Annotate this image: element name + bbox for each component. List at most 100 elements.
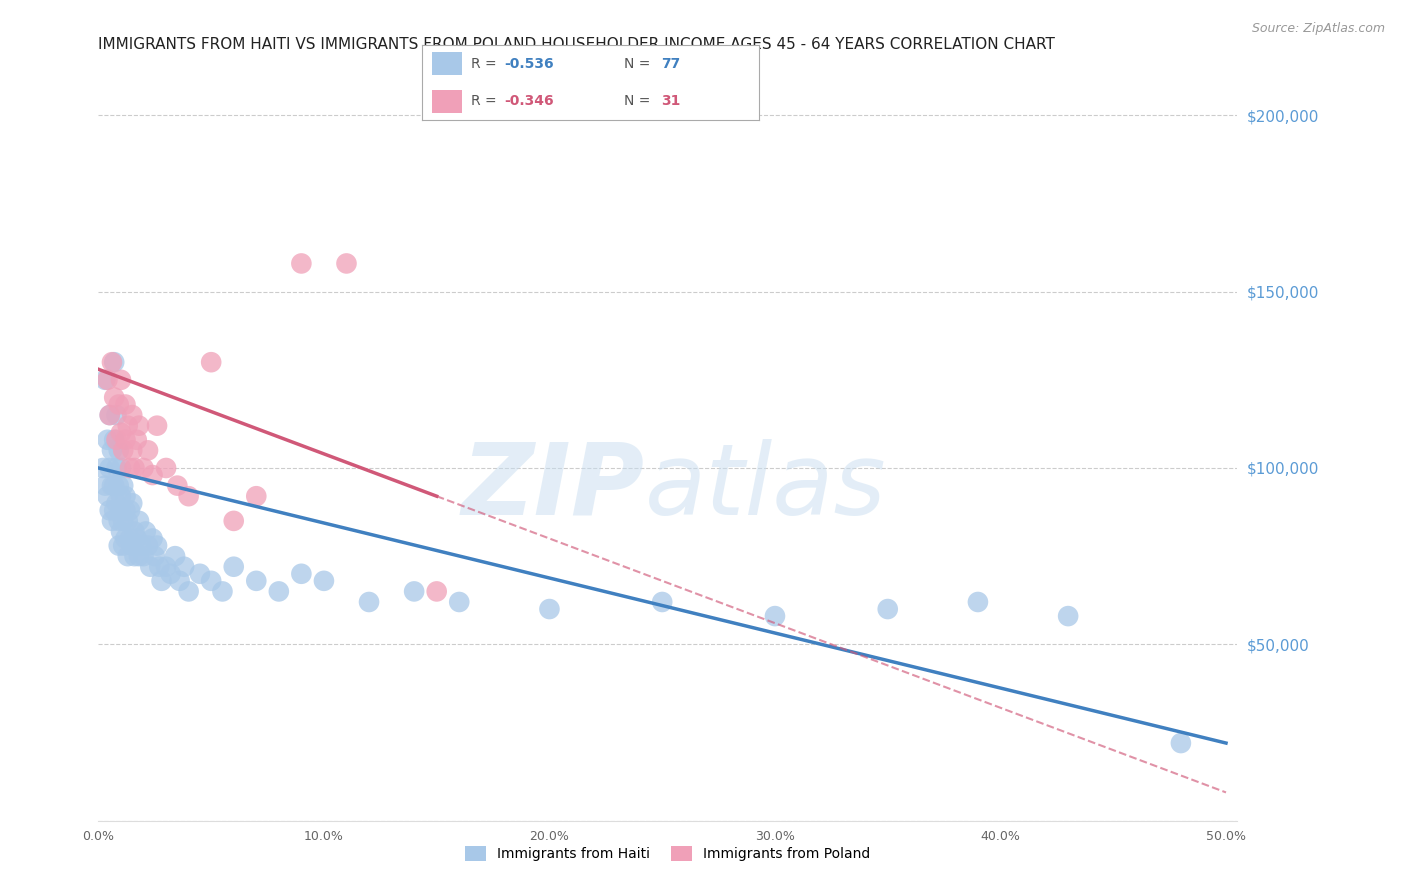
- Point: [136, 539, 159, 553]
- Point: [105, 461, 128, 475]
- Point: [114, 433, 136, 447]
- Point: [103, 355, 125, 369]
- Point: [114, 532, 136, 546]
- Point: [165, 549, 187, 563]
- Point: [967, 595, 990, 609]
- Point: [169, 574, 191, 588]
- Point: [110, 373, 132, 387]
- Text: ZIP: ZIP: [463, 439, 645, 535]
- Point: [166, 478, 188, 492]
- Point: [125, 532, 148, 546]
- Point: [245, 489, 267, 503]
- Point: [98, 408, 121, 422]
- Point: [125, 433, 148, 447]
- Point: [141, 532, 163, 546]
- Point: [112, 478, 135, 492]
- Point: [146, 418, 169, 433]
- Point: [96, 433, 118, 447]
- Point: [1170, 736, 1192, 750]
- Bar: [432, 52, 463, 75]
- Point: [107, 397, 129, 411]
- Point: [103, 503, 125, 517]
- Point: [101, 478, 124, 492]
- Point: [110, 503, 132, 517]
- Point: [173, 559, 195, 574]
- Point: [222, 514, 245, 528]
- Point: [211, 584, 233, 599]
- Point: [245, 574, 267, 588]
- Point: [128, 514, 150, 528]
- Point: [117, 549, 139, 563]
- Bar: [432, 90, 463, 112]
- Point: [114, 489, 136, 503]
- Point: [96, 489, 118, 503]
- Point: [150, 574, 173, 588]
- Point: [107, 443, 129, 458]
- Text: 31: 31: [661, 95, 681, 109]
- Point: [177, 584, 200, 599]
- Point: [98, 503, 121, 517]
- Text: -0.536: -0.536: [505, 56, 554, 70]
- Text: N =: N =: [624, 56, 651, 70]
- Text: R =: R =: [471, 56, 496, 70]
- Point: [128, 549, 150, 563]
- Point: [110, 524, 132, 539]
- Point: [141, 468, 163, 483]
- Point: [159, 566, 181, 581]
- Point: [91, 461, 114, 475]
- Point: [103, 433, 125, 447]
- Point: [107, 514, 129, 528]
- Point: [128, 418, 150, 433]
- Point: [200, 355, 222, 369]
- Point: [146, 539, 169, 553]
- Point: [107, 478, 129, 492]
- Point: [94, 373, 117, 387]
- Text: -0.346: -0.346: [505, 95, 554, 109]
- Point: [135, 524, 157, 539]
- Point: [118, 461, 141, 475]
- Point: [124, 524, 146, 539]
- Point: [312, 574, 335, 588]
- Point: [105, 408, 128, 422]
- Point: [98, 461, 121, 475]
- Point: [121, 496, 143, 510]
- Point: [114, 503, 136, 517]
- Point: [103, 391, 125, 405]
- Point: [177, 489, 200, 503]
- Point: [117, 514, 139, 528]
- Point: [101, 355, 124, 369]
- Point: [267, 584, 290, 599]
- Point: [96, 373, 118, 387]
- Point: [155, 559, 177, 574]
- Point: [110, 461, 132, 475]
- Point: [112, 514, 135, 528]
- Point: [335, 256, 357, 270]
- Point: [94, 478, 117, 492]
- Point: [124, 549, 146, 563]
- Point: [290, 256, 312, 270]
- Text: IMMIGRANTS FROM HAITI VS IMMIGRANTS FROM POLAND HOUSEHOLDER INCOME AGES 45 - 64 : IMMIGRANTS FROM HAITI VS IMMIGRANTS FROM…: [98, 37, 1056, 52]
- Legend: Immigrants from Haiti, Immigrants from Poland: Immigrants from Haiti, Immigrants from P…: [460, 841, 876, 867]
- Point: [98, 408, 121, 422]
- Point: [290, 566, 312, 581]
- Text: N =: N =: [624, 95, 651, 109]
- Point: [121, 408, 143, 422]
- Point: [426, 584, 449, 599]
- Point: [136, 443, 159, 458]
- Point: [112, 443, 135, 458]
- Point: [110, 489, 132, 503]
- Point: [117, 418, 139, 433]
- Point: [107, 539, 129, 553]
- Point: [118, 532, 141, 546]
- Point: [112, 539, 135, 553]
- Point: [143, 549, 166, 563]
- Point: [357, 595, 380, 609]
- Point: [124, 461, 146, 475]
- Point: [105, 433, 128, 447]
- Point: [763, 609, 786, 624]
- Point: [200, 574, 222, 588]
- Point: [538, 602, 561, 616]
- Point: [105, 496, 128, 510]
- Point: [121, 539, 143, 553]
- Point: [155, 461, 177, 475]
